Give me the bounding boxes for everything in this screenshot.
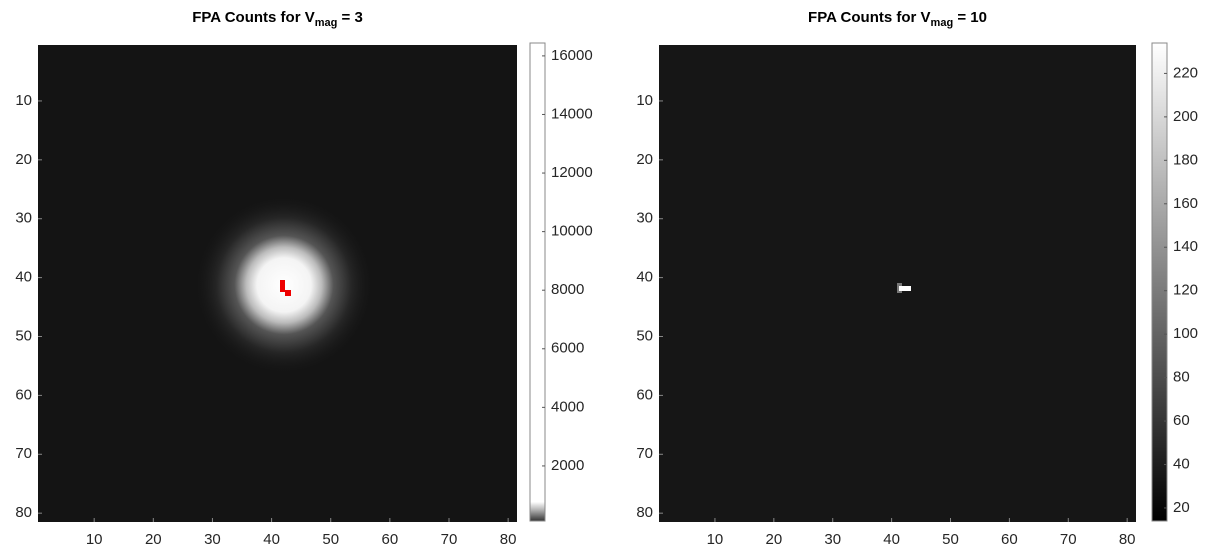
x-tick-label: 30 (204, 531, 221, 548)
y-tick-label: 70 (636, 445, 653, 462)
colorbar-tick-label: 20 (1173, 499, 1190, 516)
colorbar-tick-label: 120 (1173, 282, 1198, 299)
colorbar-tick-label: 6000 (551, 340, 584, 357)
y-tick-label: 10 (15, 92, 32, 109)
image-2 (659, 42, 1168, 522)
y-tick-label: 20 (15, 151, 32, 168)
y-tick-label: 10 (636, 92, 653, 109)
x-tick-label: 80 (500, 531, 517, 548)
colorbar-tick-label: 40 (1173, 455, 1190, 472)
colorbar-tick-label: 220 (1173, 64, 1198, 81)
colorbar-tick-label: 8000 (551, 281, 584, 298)
title-text: FPA Counts for V (808, 9, 931, 26)
y-tick-label: 80 (15, 504, 32, 521)
colorbar-tick-label: 4000 (551, 398, 584, 415)
title-suffix: = 10 (953, 9, 987, 26)
y-tick-label: 20 (636, 151, 653, 168)
y-tick-label: 50 (15, 327, 32, 344)
image-1 (38, 42, 546, 522)
title-text: FPA Counts for V (192, 9, 315, 26)
chart-title: FPA Counts for Vmag = 10 (808, 9, 987, 29)
x-tick-label: 70 (1060, 531, 1077, 548)
colorbar-tick-label: 80 (1173, 369, 1190, 386)
chart-title: FPA Counts for Vmag = 3 (192, 9, 363, 29)
colorbar-tick-label: 2000 (551, 457, 584, 474)
y-tick-label: 50 (636, 327, 653, 344)
title-suffix: = 3 (337, 9, 362, 26)
y-tick-label: 40 (636, 269, 653, 286)
colorbar-tick-label: 10000 (551, 223, 593, 240)
colorbar-tick-label: 60 (1173, 412, 1190, 429)
x-tick-label: 60 (382, 531, 399, 548)
colorbar-tick-label: 200 (1173, 108, 1198, 125)
colorbar-tick-label: 14000 (551, 105, 593, 122)
x-tick-label: 10 (86, 531, 103, 548)
x-tick-label: 30 (824, 531, 841, 548)
colorbar-tick-label: 160 (1173, 195, 1198, 212)
x-tick-label: 60 (1001, 531, 1018, 548)
colorbar-tick-label: 100 (1173, 325, 1198, 342)
title-subscript: mag (931, 17, 954, 29)
colorbar-tick-label: 12000 (551, 164, 593, 181)
y-tick-label: 30 (15, 210, 32, 227)
x-tick-label: 50 (942, 531, 959, 548)
x-tick-label: 40 (883, 531, 900, 548)
x-tick-label: 50 (322, 531, 339, 548)
x-tick-label: 40 (263, 531, 280, 548)
y-tick-label: 70 (15, 445, 32, 462)
colorbar-tick-label: 16000 (551, 47, 593, 64)
x-tick-label: 80 (1119, 531, 1136, 548)
y-tick-label: 40 (15, 269, 32, 286)
y-tick-label: 30 (636, 210, 653, 227)
colorbar-tick-label: 180 (1173, 151, 1198, 168)
title-subscript: mag (315, 17, 338, 29)
y-tick-label: 60 (15, 386, 32, 403)
colorbar-tick-label: 140 (1173, 238, 1198, 255)
x-tick-label: 10 (707, 531, 724, 548)
x-tick-label: 20 (145, 531, 162, 548)
y-tick-label: 80 (636, 504, 653, 521)
x-tick-label: 70 (441, 531, 458, 548)
x-tick-label: 20 (765, 531, 782, 548)
y-tick-label: 60 (636, 386, 653, 403)
